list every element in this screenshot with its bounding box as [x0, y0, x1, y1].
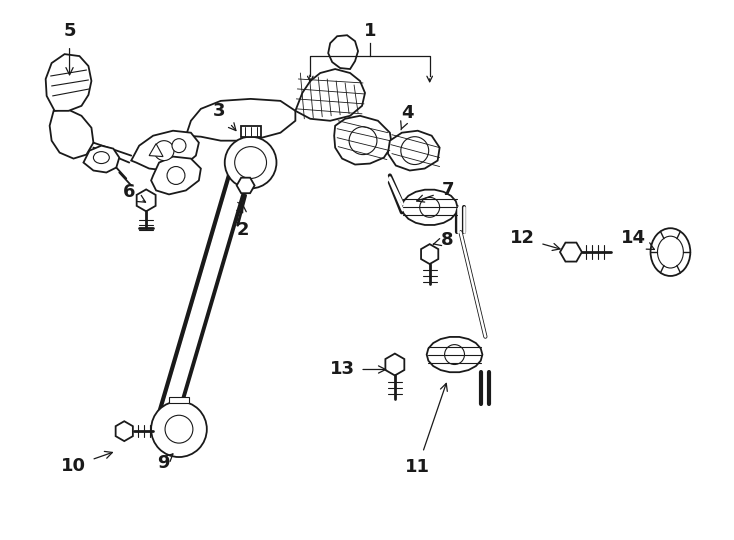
Ellipse shape: [235, 147, 266, 179]
Polygon shape: [334, 116, 392, 165]
Text: 4: 4: [401, 104, 414, 130]
Polygon shape: [385, 354, 404, 375]
Polygon shape: [295, 69, 365, 121]
Polygon shape: [151, 157, 201, 194]
Text: 12: 12: [509, 229, 560, 251]
Text: 9: 9: [157, 454, 173, 472]
Polygon shape: [137, 190, 156, 211]
Polygon shape: [186, 99, 295, 140]
Ellipse shape: [650, 228, 691, 276]
Text: 6: 6: [123, 184, 145, 202]
Ellipse shape: [93, 152, 109, 164]
Ellipse shape: [225, 137, 277, 188]
Text: 10: 10: [61, 451, 112, 475]
Text: 7: 7: [417, 181, 454, 202]
Ellipse shape: [172, 139, 186, 153]
Polygon shape: [328, 35, 358, 69]
Polygon shape: [388, 131, 440, 171]
Ellipse shape: [167, 166, 185, 185]
Text: 3: 3: [213, 102, 236, 131]
Polygon shape: [236, 178, 255, 193]
Ellipse shape: [401, 137, 429, 165]
Polygon shape: [116, 421, 133, 441]
Polygon shape: [131, 131, 199, 171]
Text: 2: 2: [236, 205, 249, 239]
Text: 11: 11: [405, 383, 447, 476]
Polygon shape: [50, 109, 93, 159]
Polygon shape: [241, 126, 261, 137]
Polygon shape: [84, 146, 120, 172]
Text: 14: 14: [621, 229, 655, 249]
Polygon shape: [46, 54, 92, 111]
Polygon shape: [401, 190, 457, 225]
Ellipse shape: [151, 401, 207, 457]
Text: 8: 8: [433, 231, 454, 249]
Text: 13: 13: [330, 361, 385, 379]
Text: 1: 1: [364, 22, 377, 40]
Ellipse shape: [165, 415, 193, 443]
Text: 5: 5: [63, 22, 76, 75]
Ellipse shape: [349, 127, 377, 154]
Ellipse shape: [420, 198, 440, 217]
Polygon shape: [426, 337, 482, 372]
Polygon shape: [421, 244, 438, 264]
Ellipse shape: [154, 140, 174, 160]
Polygon shape: [149, 144, 163, 157]
Ellipse shape: [445, 345, 465, 364]
Ellipse shape: [658, 236, 683, 268]
Polygon shape: [169, 397, 189, 403]
Polygon shape: [560, 242, 582, 261]
